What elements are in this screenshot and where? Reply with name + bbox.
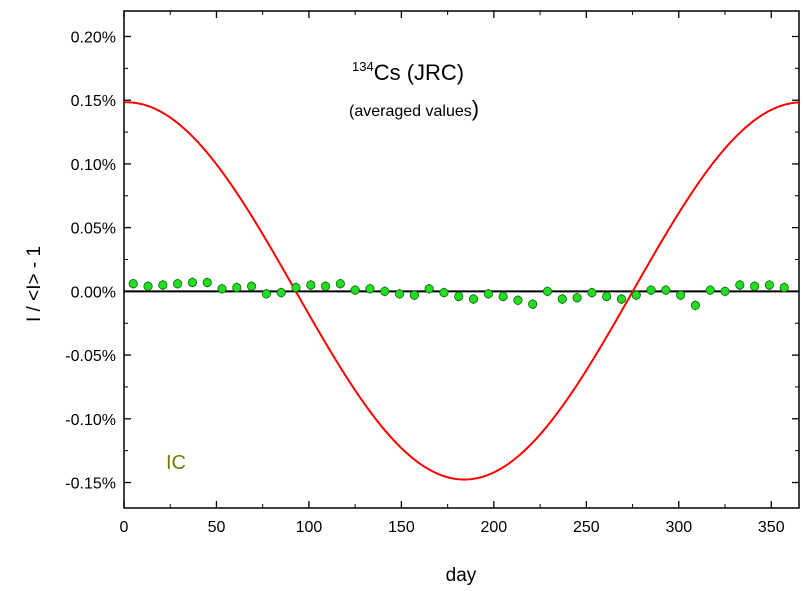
subtitle-close: ): [472, 96, 479, 121]
data-point: [676, 290, 686, 300]
y-tick-label: -0.15%: [65, 476, 116, 493]
data-point: [320, 281, 331, 291]
data-point: [750, 281, 760, 291]
y-tick-label: -0.10%: [65, 412, 116, 429]
data-point: [143, 281, 153, 291]
subtitle-open: (averaged values: [349, 103, 472, 120]
data-point: [365, 284, 375, 294]
data-point: [468, 294, 479, 304]
data-point: [602, 291, 612, 302]
data-point: [735, 280, 745, 290]
data-point: [764, 280, 775, 290]
x-tick-label: 50: [208, 519, 226, 536]
data-point: [572, 293, 582, 303]
model-curve: [123, 101, 800, 481]
data-point: [690, 300, 701, 310]
label-layer: 0 50 100 150 200 250 300 350 -0.15% -0.10% -0.05% 0…: [65, 29, 784, 536]
data-point: [217, 284, 227, 294]
data-point: [616, 294, 627, 304]
axes-layer: [123, 10, 800, 509]
title-main: Cs (JRC): [374, 60, 464, 85]
y-tick-label: 0.20%: [71, 29, 116, 46]
data-point: [306, 280, 316, 290]
title-superscript: 134: [352, 59, 374, 74]
data-point: [158, 280, 168, 290]
data-point: [587, 288, 597, 298]
x-tick-label: 250: [573, 519, 600, 536]
data-point: [454, 291, 464, 302]
data-point: [498, 291, 508, 302]
x-tick-label: 0: [120, 519, 129, 536]
y-axis-title: I / <I> - 1: [24, 246, 45, 322]
data-point: [705, 285, 715, 295]
data-point: [409, 290, 419, 300]
x-tick-label: 300: [665, 519, 692, 536]
x-axis-title: day: [446, 565, 477, 586]
data-point: [720, 286, 730, 296]
data-point: [439, 288, 449, 298]
points-layer: [128, 277, 789, 311]
data-point: [202, 277, 212, 288]
data-point: [424, 284, 434, 294]
data-point: [350, 285, 360, 295]
x-tick-label: 100: [296, 519, 323, 536]
data-point: [646, 285, 656, 295]
data-point: [247, 281, 257, 291]
y-tick-label: -0.05%: [65, 348, 116, 365]
data-point: [128, 279, 138, 289]
annotation-ic: IC: [166, 452, 186, 474]
data-point: [779, 282, 789, 293]
curve-layer: [123, 101, 800, 481]
data-point: [661, 285, 671, 295]
data-point: [557, 294, 567, 304]
data-point: [394, 289, 405, 299]
x-tick-label: 350: [758, 519, 785, 536]
y-tick-label: 0.10%: [71, 157, 116, 174]
data-point: [291, 282, 301, 293]
y-tick-label: 0.00%: [71, 284, 116, 301]
data-point: [261, 289, 271, 299]
data-point: [542, 286, 553, 296]
data-point: [631, 290, 641, 300]
data-point: [232, 282, 242, 293]
data-point: [528, 299, 538, 309]
plot-frame: [123, 10, 800, 509]
y-tick-label: 0.15%: [71, 93, 116, 110]
chart-subtitle: (averaged values): [349, 96, 479, 121]
data-point: [276, 288, 286, 298]
chart-title: 134Cs (JRC): [352, 59, 464, 85]
data-point: [335, 279, 345, 289]
x-tick-label: 200: [481, 519, 508, 536]
data-point: [380, 286, 390, 296]
data-point: [483, 289, 493, 299]
data-point: [187, 277, 198, 288]
data-point: [173, 279, 183, 289]
y-tick-label: 0.05%: [71, 221, 116, 238]
x-tick-label: 150: [388, 519, 415, 536]
data-point: [513, 295, 523, 305]
